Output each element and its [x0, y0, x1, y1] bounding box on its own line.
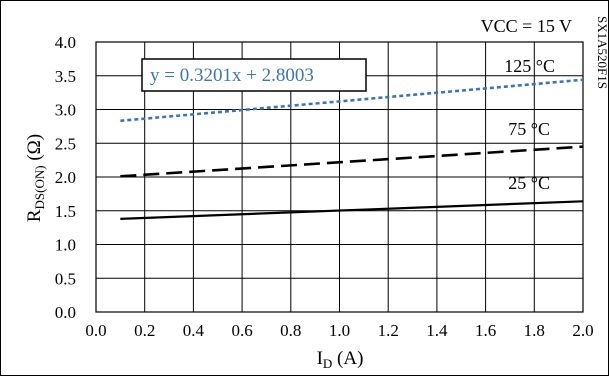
x-tick-label: 1.2 [378, 321, 399, 340]
plot-border [95, 41, 584, 313]
x-tick-label: 0.6 [231, 321, 252, 340]
y-tick-label: 3.5 [55, 67, 76, 86]
series-line-2 [120, 200, 584, 220]
x-axis-title: ID (A) [317, 348, 364, 371]
y-axis-unit: (Ω) [24, 134, 45, 166]
series-line-0 [120, 78, 584, 123]
side-code: SX1A520F1S [595, 16, 609, 89]
series-label-125: 125 °C [504, 56, 555, 76]
y-tick-label: 0.0 [55, 303, 76, 322]
x-tick-label: 0.0 [85, 321, 106, 340]
x-tick-label: 0.4 [183, 321, 205, 340]
y-tick-label: 0.5 [55, 269, 76, 288]
series-label-25: 25 °C [508, 173, 550, 193]
y-tick-label: 1.0 [55, 236, 76, 255]
y-axis-sub: DS(ON) [32, 165, 47, 209]
equation-label: y = 0.3201x + 2.8003 [150, 65, 314, 86]
y-axis-main: R [24, 209, 45, 222]
y-axis-title: RDS(ON) (Ω) [24, 134, 47, 222]
x-axis-sub: D [323, 356, 332, 371]
x-tick-label: 1.0 [329, 321, 350, 340]
x-tick-label: 0.8 [280, 321, 301, 340]
y-tick-label: 4.0 [55, 33, 76, 52]
x-tick-label: 1.4 [426, 321, 448, 340]
x-axis-unit: (A) [332, 348, 363, 369]
vcc-label: VCC = 15 V [481, 16, 572, 36]
equation-box [141, 58, 367, 92]
series-label-75: 75 °C [508, 119, 550, 139]
series-layer [120, 78, 584, 220]
y-tick-label: 2.5 [55, 134, 76, 153]
x-tick-label: 2.0 [572, 321, 593, 340]
y-tick-label: 1.5 [55, 202, 76, 221]
y-tick-labels: 0.0 0.5 1.0 1.5 2.0 2.5 3.0 3.5 4.0 [55, 33, 76, 322]
x-tick-labels: 0.0 0.2 0.4 0.6 0.8 1.0 1.2 1.4 1.6 1.8 2.0 [85, 321, 593, 340]
series-line-1 [120, 145, 584, 178]
x-tick-label: 0.2 [134, 321, 155, 340]
y-tick-label: 2.0 [55, 168, 76, 187]
x-axis-main: I [317, 348, 323, 369]
x-tick-label: 1.6 [475, 321, 496, 340]
y-tick-label: 3.0 [55, 101, 76, 120]
x-tick-label: 1.8 [524, 321, 545, 340]
